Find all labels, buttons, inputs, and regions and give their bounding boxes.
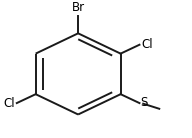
Text: Cl: Cl: [141, 38, 153, 51]
Text: Cl: Cl: [3, 97, 15, 110]
Text: S: S: [140, 96, 148, 109]
Text: Br: Br: [72, 1, 85, 14]
